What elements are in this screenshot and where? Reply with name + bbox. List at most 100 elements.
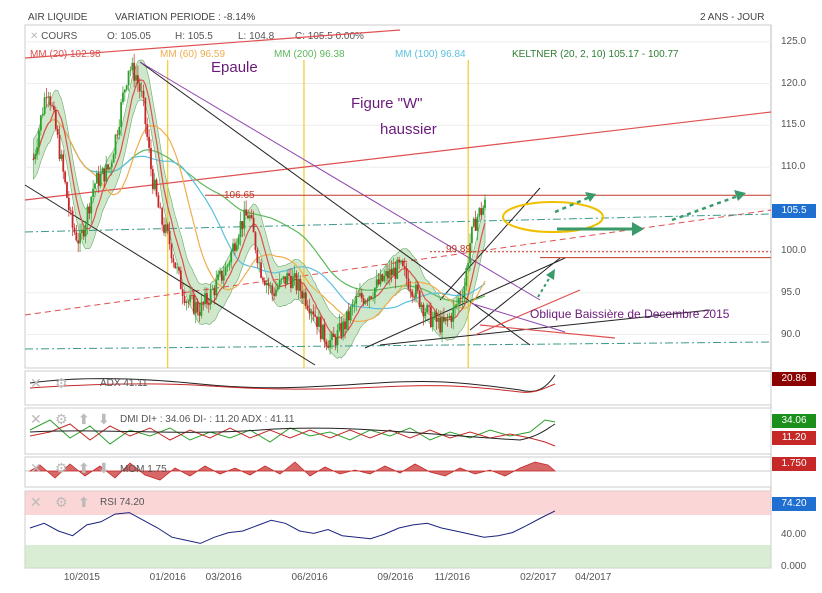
candle-body [222, 275, 225, 281]
candle-body [151, 169, 154, 190]
candle-body [396, 259, 399, 279]
candle-body [168, 230, 171, 245]
candle-body [101, 168, 104, 174]
candle-body [67, 197, 70, 211]
candle-body [234, 243, 236, 251]
green-arrowhead [546, 269, 555, 280]
adx-label: ADX 41.11 [100, 378, 148, 389]
candle-body [413, 296, 415, 298]
dmi-minus-value: 11.20 [781, 432, 807, 443]
candle-body [331, 333, 333, 340]
x-tick-label: 06/2016 [291, 572, 328, 583]
candle-body [260, 262, 262, 278]
candle-body [51, 105, 53, 107]
candle-body [375, 279, 378, 288]
candle-body [353, 303, 356, 305]
candle-body [372, 298, 374, 299]
legend-keltner[interactable]: KELTNER (20, 2, 10) 105.17 - 100.77 [512, 49, 679, 60]
candle-body [424, 312, 427, 317]
adx-line-black [29, 374, 556, 392]
candle-body [327, 345, 330, 348]
candle-body [245, 209, 248, 216]
rsi-close-icon[interactable]: ✕ [30, 494, 42, 510]
candle-body [433, 312, 436, 319]
candle-body [340, 323, 343, 337]
candle-body [373, 287, 376, 299]
candle-body [110, 162, 113, 168]
candle-body [385, 271, 387, 277]
legend-cours[interactable]: ✕ COURS [30, 31, 77, 42]
legend-mm200[interactable]: MM (200) 96.38 [274, 49, 345, 60]
candle-body [232, 243, 234, 252]
candle-body [97, 173, 100, 186]
rsi-oversold-zone [25, 545, 771, 568]
candle-body [437, 317, 440, 322]
candle-body [351, 304, 354, 308]
dmi-close-icon[interactable]: ✕ [30, 411, 42, 427]
candle-body [125, 85, 128, 90]
x-tick-label: 04/2017 [575, 572, 612, 583]
legend-close-icon[interactable]: ✕ [30, 31, 42, 42]
candle-body [329, 339, 331, 348]
candle-body [107, 164, 109, 170]
candle-body [332, 333, 335, 337]
candle-body [457, 298, 460, 305]
candle-body [418, 290, 421, 307]
candle-body [239, 221, 242, 238]
candle-body [403, 266, 406, 269]
black-trendline [139, 61, 531, 346]
adx-close-icon[interactable]: ✕ [30, 375, 42, 391]
candle-body [267, 282, 270, 286]
candle-body [247, 215, 249, 219]
mom-settings-icon[interactable]: ⚙ [55, 460, 68, 476]
candle-body [92, 188, 95, 197]
candle-body [422, 304, 425, 317]
black-trendline [379, 309, 711, 346]
candle-body [81, 229, 83, 234]
candle-body [138, 83, 141, 92]
candle-body [314, 314, 317, 317]
rsi-settings-icon[interactable]: ⚙ [55, 494, 68, 510]
dmi-up-icon[interactable]: ⬆ [78, 411, 90, 427]
candle-body [476, 216, 479, 231]
candle-body [189, 295, 192, 302]
mom-close-icon[interactable]: ✕ [30, 460, 42, 476]
candle-body [133, 62, 136, 81]
candle-body [265, 282, 268, 286]
candle-body [377, 279, 380, 285]
candle-body [176, 267, 178, 269]
candle-body [172, 258, 175, 263]
candle-body [71, 210, 74, 228]
candle-body [204, 293, 206, 304]
candle-body [90, 196, 93, 214]
legend-mm100[interactable]: MM (100) 96.84 [395, 49, 466, 60]
breakout-ellipse [502, 201, 604, 233]
dmi-down-icon[interactable]: ⬇ [98, 411, 110, 427]
dmi-settings-icon[interactable]: ⚙ [55, 411, 68, 427]
adx-value-box: 20.86 [772, 372, 816, 386]
candle-body [316, 316, 318, 327]
candle-body [345, 311, 348, 330]
candle-body [394, 267, 397, 279]
candle-body [321, 324, 324, 340]
black-trendline [439, 187, 541, 301]
rsi-up-icon[interactable]: ⬆ [78, 494, 90, 510]
candle-body [420, 304, 423, 307]
adx-value: 20.86 [781, 373, 807, 384]
candle-body [34, 153, 37, 160]
legend-open: O: 105.05 [107, 31, 151, 42]
candle-body [428, 305, 430, 307]
dmi-plus-box: 34.06 [772, 414, 816, 428]
mom-down-icon[interactable]: ⬇ [98, 460, 110, 476]
candle-body [150, 147, 152, 170]
candle-body [109, 167, 111, 170]
rsi-line [29, 510, 556, 544]
mom-up-icon[interactable]: ⬆ [78, 460, 90, 476]
green-dotted-arrow [537, 276, 551, 298]
black-trendline [469, 257, 561, 331]
candle-body [405, 268, 408, 279]
candle-body [192, 295, 195, 314]
legend-mm60[interactable]: MM (60) 96.59 [160, 49, 226, 60]
candle-body [211, 288, 214, 290]
adx-settings-icon[interactable]: ⚙ [55, 375, 68, 391]
